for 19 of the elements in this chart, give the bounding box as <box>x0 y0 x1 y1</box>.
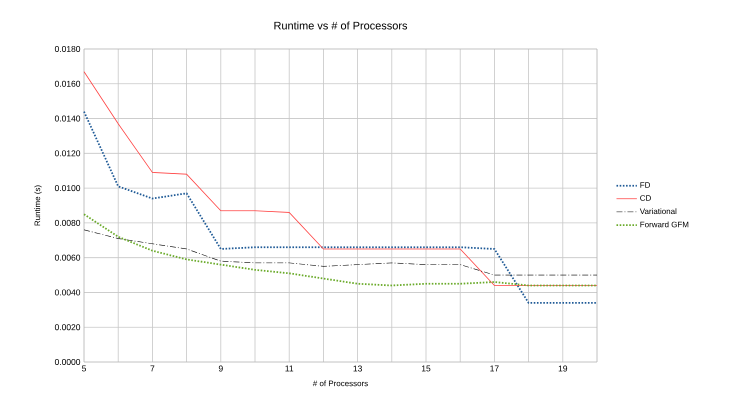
y-tick-label: 0.0160 <box>54 80 80 87</box>
x-tick-label: 19 <box>558 366 568 372</box>
y-tick-label: 0.0140 <box>54 116 80 122</box>
y-tick-label: 0.0060 <box>54 254 80 261</box>
x-tick-label: 11 <box>285 366 294 372</box>
y-tick-label: 0.0040 <box>54 289 80 296</box>
y-tick-label: 0.0080 <box>54 220 80 226</box>
x-tick-label: 9 <box>218 366 223 372</box>
chart-title: Runtime vs # of Processors <box>274 21 408 30</box>
y-tick-label: 0.0120 <box>54 150 80 156</box>
x-tick-label: 17 <box>490 366 499 372</box>
y-tick-label: 0.0000 <box>54 359 80 365</box>
y-tick-label: 0.0100 <box>54 185 80 192</box>
x-tick-label: 7 <box>150 366 154 372</box>
x-tick-label: 13 <box>354 366 362 372</box>
x-tick-label: 15 <box>422 366 430 372</box>
y-tick-label: 0.0180 <box>54 46 80 52</box>
y-tick-label: 0.0020 <box>54 324 80 330</box>
x-tick-label: 5 <box>82 366 86 372</box>
